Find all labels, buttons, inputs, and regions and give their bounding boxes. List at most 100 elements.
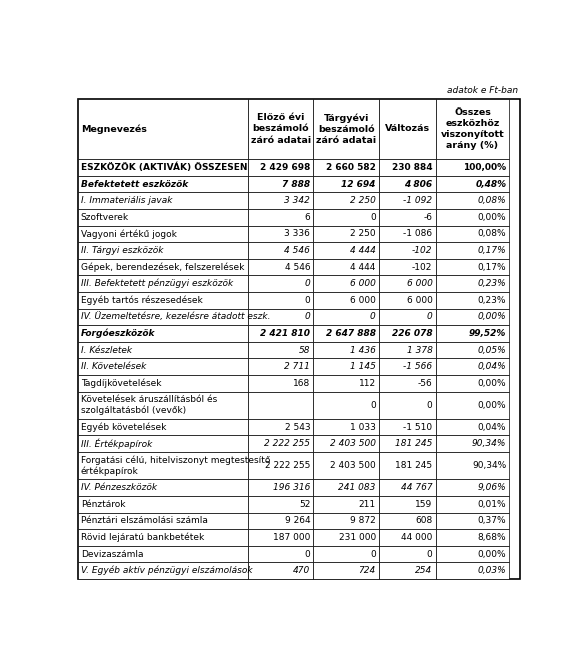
Text: II. Tárgyi eszközök: II. Tárgyi eszközök [80,246,163,255]
Text: 0,17%: 0,17% [477,246,506,255]
Text: 6 000: 6 000 [350,296,376,305]
Bar [379,562,436,579]
Text: -1 510: -1 510 [403,422,433,432]
Bar [314,275,379,292]
Bar [436,419,510,436]
Bar [248,375,314,392]
Bar [379,99,436,159]
Bar [436,159,510,176]
Text: 3 336: 3 336 [285,230,310,239]
Text: 0,00%: 0,00% [477,379,506,388]
Text: 9,06%: 9,06% [477,483,506,492]
Bar [314,479,379,496]
Bar [248,99,314,159]
Bar [78,529,248,546]
Text: 1 436: 1 436 [350,345,376,354]
Bar [78,292,248,309]
Text: 187 000: 187 000 [273,533,310,542]
Text: III. Értékpapírok: III. Értékpapírok [80,439,152,449]
Bar [379,292,436,309]
Text: 2 250: 2 250 [350,196,376,205]
Text: 0: 0 [304,313,310,321]
Text: 100,00%: 100,00% [463,163,506,172]
Text: 0: 0 [304,549,310,559]
Bar [379,496,436,513]
Text: Megnevezés: Megnevezés [82,124,147,133]
Text: 0: 0 [370,549,376,559]
Bar [78,242,248,259]
Text: Előző évi
beszámoló
záró adatai: Előző évi beszámoló záró adatai [251,113,311,145]
Text: 6 000: 6 000 [406,296,433,305]
Bar [248,159,314,176]
Bar [379,309,436,325]
Bar [379,546,436,562]
Text: 2 403 500: 2 403 500 [330,439,376,448]
Bar [248,275,314,292]
Bar [314,342,379,358]
Bar [78,562,248,579]
Bar [379,342,436,358]
Text: 0: 0 [427,549,433,559]
Bar [248,259,314,275]
Bar [78,309,248,325]
Bar [314,452,379,479]
Bar [248,226,314,242]
Bar [314,242,379,259]
Bar [436,309,510,325]
Text: 2 647 888: 2 647 888 [326,329,376,338]
Text: -102: -102 [412,246,433,255]
Bar [379,159,436,176]
Bar [436,546,510,562]
Text: 2 222 255: 2 222 255 [264,439,310,448]
Text: 2 543: 2 543 [285,422,310,432]
Bar [436,209,510,226]
Bar [78,259,248,275]
Bar [379,176,436,192]
Bar [248,176,314,192]
Text: 0,08%: 0,08% [477,196,506,205]
Bar [436,358,510,375]
Bar [78,176,248,192]
Text: 4 444: 4 444 [350,246,376,255]
Text: 52: 52 [299,500,310,509]
Bar [314,375,379,392]
Text: 181 245: 181 245 [395,461,433,470]
Bar [78,546,248,562]
Text: 0,00%: 0,00% [477,401,506,409]
Bar [78,342,248,358]
Text: 168: 168 [293,379,310,388]
Text: Összes
eszközhöz
viszonyított
arány (%): Összes eszközhöz viszonyított arány (%) [441,108,504,150]
Bar [78,419,248,436]
Bar [436,292,510,309]
Text: 1 033: 1 033 [350,422,376,432]
Bar [248,325,314,342]
Text: II. Követelések: II. Követelések [80,362,146,371]
Bar [248,562,314,579]
Bar [436,192,510,209]
Bar [436,392,510,419]
Text: 0: 0 [304,296,310,305]
Text: 0: 0 [370,213,376,222]
Bar [379,419,436,436]
Bar [379,259,436,275]
Text: 0,04%: 0,04% [478,422,506,432]
Bar [379,479,436,496]
Bar [248,436,314,452]
Bar [436,176,510,192]
Bar [314,192,379,209]
Bar [78,513,248,529]
Bar [248,452,314,479]
Bar [248,292,314,309]
Text: 9 264: 9 264 [285,517,310,525]
Text: Tagdíjkövetelések: Tagdíjkövetelések [80,379,161,388]
Bar [78,275,248,292]
Bar [248,529,314,546]
Text: Egyéb követelések: Egyéb követelések [80,422,166,432]
Text: 12 694: 12 694 [342,180,376,188]
Text: ESZKÖZÖK (AKTIVÁK) ÖSSZESEN: ESZKÖZÖK (AKTIVÁK) ÖSSZESEN [80,163,247,172]
Bar [436,242,510,259]
Bar [314,159,379,176]
Bar [379,192,436,209]
Text: 241 083: 241 083 [338,483,376,492]
Bar [436,325,510,342]
